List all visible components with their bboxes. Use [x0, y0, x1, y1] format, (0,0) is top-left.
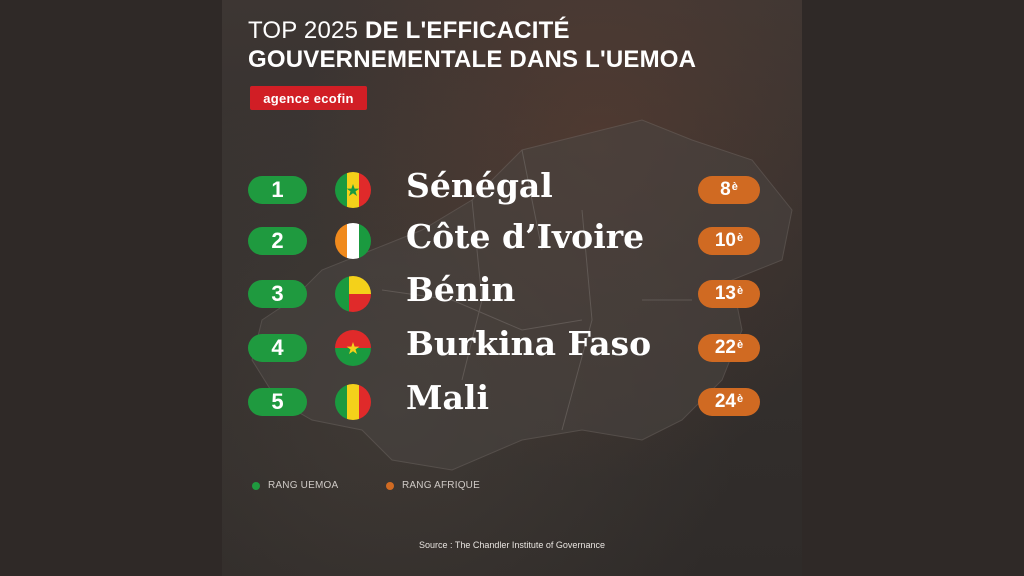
- legend-uemoa: RANG UEMOA: [252, 480, 338, 491]
- green-dot-icon: [252, 481, 260, 490]
- ranking-row: 4 Burkina Faso 22 è: [248, 324, 768, 369]
- uemoa-rank-badge: 2: [248, 227, 307, 255]
- title-line1: DE L'EFFICACITÉ: [365, 17, 570, 44]
- uemoa-rank-badge: 5: [248, 388, 307, 416]
- legend-afrique: RANG AFRIQUE: [386, 480, 480, 491]
- title-line2: GOUVERNEMENTALE DANS L'UEMOA: [248, 46, 697, 73]
- legend-uemoa-label: RANG UEMOA: [268, 480, 339, 491]
- africa-rank-value: 8: [720, 179, 731, 200]
- africa-rank-value: 24: [714, 391, 736, 412]
- orange-dot-icon: [386, 481, 394, 490]
- agence-ecofin-logo: agence ecofin: [250, 86, 367, 110]
- infographic-panel: TOP 2025 DE L'EFFICACITÉ GOUVERNEMENTALE…: [222, 0, 802, 576]
- rank-suffix: è: [737, 339, 744, 351]
- ranking-row: 3 Bénin 13 è: [248, 270, 768, 315]
- africa-rank-value: 13: [714, 283, 736, 304]
- legend-afrique-label: RANG AFRIQUE: [402, 480, 480, 491]
- mali-flag-icon: [335, 384, 371, 420]
- cote-divoire-flag-icon: [335, 223, 371, 259]
- title-prefix: TOP 2025: [248, 17, 365, 44]
- rank-suffix: è: [737, 232, 744, 244]
- ranking-row: 2 Côte d’Ivoire 10 è: [248, 217, 768, 262]
- africa-rank-badge: 13 è: [698, 280, 760, 308]
- country-name: Mali: [406, 378, 489, 417]
- rank-suffix: è: [737, 285, 744, 297]
- africa-rank-badge: 24 è: [698, 388, 760, 416]
- senegal-flag-icon: [335, 172, 371, 208]
- africa-rank-value: 22: [714, 337, 736, 358]
- country-name: Côte d’Ivoire: [406, 217, 645, 256]
- benin-flag-icon: [335, 276, 371, 312]
- uemoa-rank-badge: 1: [248, 176, 307, 204]
- country-name: Sénégal: [406, 166, 553, 205]
- uemoa-rank-badge: 4: [248, 334, 307, 362]
- burkina-faso-flag-icon: [335, 330, 371, 366]
- page-title: TOP 2025 DE L'EFFICACITÉ GOUVERNEMENTALE…: [248, 16, 696, 74]
- country-name: Burkina Faso: [406, 324, 652, 363]
- rank-suffix: è: [737, 393, 744, 405]
- africa-rank-badge: 22 è: [698, 334, 760, 362]
- uemoa-map-silhouette: [251, 119, 793, 471]
- rank-suffix: è: [731, 181, 738, 193]
- country-name: Bénin: [406, 270, 516, 309]
- africa-rank-value: 10: [714, 230, 736, 251]
- source-note: Source : The Chandler Institute of Gover…: [419, 540, 605, 550]
- africa-rank-badge: 10 è: [698, 227, 760, 255]
- ranking-row: 5 Mali 24 è: [248, 378, 768, 423]
- uemoa-rank-badge: 3: [248, 280, 307, 308]
